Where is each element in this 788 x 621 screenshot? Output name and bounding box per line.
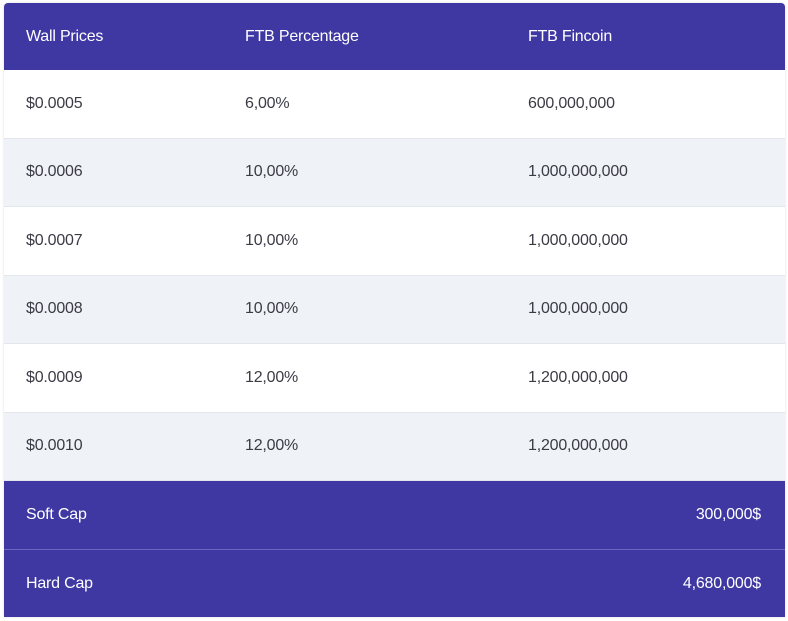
ftb-percentage-cell: 10,00%	[245, 231, 299, 249]
hard-cap-value: 4,680,000$	[682, 574, 761, 592]
hard-cap-label: Hard Cap	[26, 574, 93, 592]
ftb-fincoin-cell: 1,000,000,000	[528, 231, 628, 249]
wall-price-cell: $0.0007	[26, 231, 83, 249]
table-row: $0.0007 10,00% 1,000,000,000	[4, 207, 785, 276]
wall-price-cell: $0.0010	[26, 437, 83, 455]
table-row: $0.0008 10,00% 1,000,000,000	[4, 275, 785, 344]
header-ftb-percentage: FTB Percentage	[245, 27, 359, 45]
header-wall-prices: Wall Prices	[26, 27, 104, 45]
price-table: Wall Prices FTB Percentage FTB Fincoin $…	[4, 3, 785, 617]
wall-price-cell: $0.0005	[26, 94, 83, 112]
soft-cap-row: Soft Cap 300,000$	[4, 481, 785, 549]
ftb-percentage-cell: 12,00%	[245, 368, 299, 386]
ftb-percentage-cell: 10,00%	[245, 300, 299, 318]
ftb-percentage-cell: 6,00%	[245, 94, 290, 112]
soft-cap-label: Soft Cap	[26, 506, 87, 523]
ftb-fincoin-cell: 1,000,000,000	[528, 163, 628, 181]
ftb-percentage-cell: 10,00%	[245, 163, 299, 181]
ftb-fincoin-cell: 600,000,000	[528, 94, 615, 112]
table-row: $0.0010 12,00% 1,200,000,000	[4, 412, 785, 481]
table-row: $0.0005 6,00% 600,000,000	[4, 70, 785, 139]
table-header: Wall Prices FTB Percentage FTB Fincoin	[4, 3, 785, 70]
ftb-fincoin-cell: 1,200,000,000	[528, 437, 628, 455]
soft-cap-value: 300,000$	[695, 506, 761, 523]
ftb-fincoin-cell: 1,200,000,000	[528, 368, 628, 386]
wall-price-cell: $0.0006	[26, 163, 83, 181]
wall-price-cell: $0.0008	[26, 300, 83, 318]
ftb-percentage-cell: 12,00%	[245, 437, 299, 455]
hard-cap-row: Hard Cap 4,680,000$	[4, 549, 785, 617]
wall-price-cell: $0.0009	[26, 368, 83, 386]
table-row: $0.0009 12,00% 1,200,000,000	[4, 344, 785, 413]
header-ftb-fincoin: FTB Fincoin	[528, 27, 613, 45]
ftb-fincoin-cell: 1,000,000,000	[528, 300, 628, 318]
table-row: $0.0006 10,00% 1,000,000,000	[4, 138, 785, 207]
